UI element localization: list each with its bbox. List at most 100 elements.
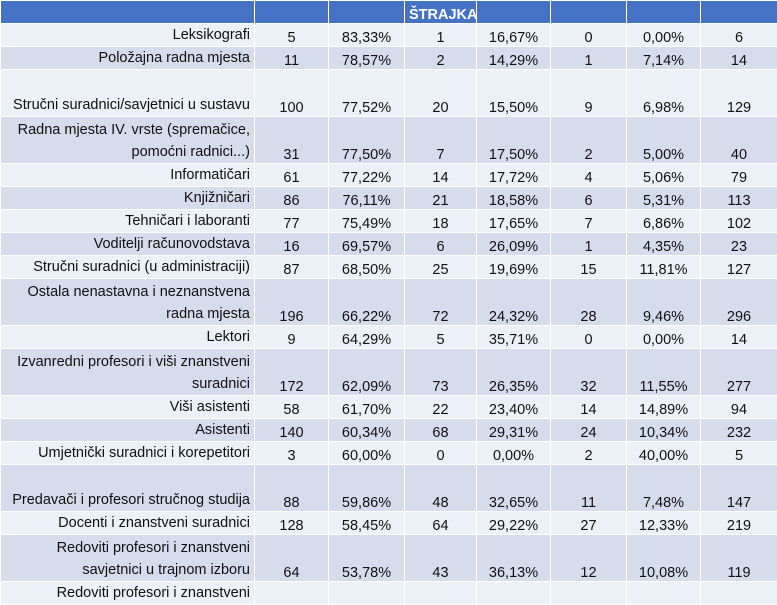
row-label: Radna mjesta IV. vrste (spremačice, pomo… [1, 117, 255, 164]
cell: 5,00% [627, 117, 701, 164]
cell: 76,11% [329, 187, 405, 210]
cell: 17,72% [477, 164, 551, 187]
row-label: Izvanredni profesori i viši znanstveni s… [1, 349, 255, 396]
cell: 32,65% [477, 465, 551, 512]
cell: 28 [551, 279, 627, 326]
cell: 0,00% [627, 326, 701, 349]
table-row: Radna mjesta IV. vrste (spremačice, pomo… [1, 117, 777, 164]
cell: 75,49% [329, 210, 405, 233]
cell: 14,29% [477, 47, 551, 70]
cell: 24 [551, 419, 627, 442]
cell: 119 [701, 535, 777, 582]
cell: 17,65% [477, 210, 551, 233]
cell: 14 [405, 164, 477, 187]
cell: 58 [255, 396, 329, 419]
cell: 9,46% [627, 279, 701, 326]
cell: 72 [405, 279, 477, 326]
cell: 15,50% [477, 70, 551, 117]
cell: 14 [701, 47, 777, 70]
header-row: ŠTRAJKA [1, 1, 777, 24]
cell: 35,71% [477, 326, 551, 349]
cell: 172 [255, 349, 329, 396]
cell: 6,98% [627, 70, 701, 117]
cell: 64 [405, 512, 477, 535]
table-row: Redoviti profesori i znanstveni savjetni… [1, 535, 777, 582]
cell: 77 [255, 210, 329, 233]
cell: 4,35% [627, 233, 701, 256]
cell: 7,14% [627, 47, 701, 70]
cell: 23 [701, 233, 777, 256]
header-cell: ŠTRAJKA [405, 1, 477, 24]
cell: 24,32% [477, 279, 551, 326]
cell: 5 [701, 442, 777, 465]
cell: 22 [405, 396, 477, 419]
cell: 11 [551, 465, 627, 512]
cell: 61 [255, 164, 329, 187]
cell: 23,40% [477, 396, 551, 419]
table-row: Lektori 9 64,29% 5 35,71% 0 0,00% 14 [1, 326, 777, 349]
cell: 58,45% [329, 512, 405, 535]
row-label: Viši asistenti [1, 396, 255, 419]
table-row: Izvanredni profesori i viši znanstveni s… [1, 349, 777, 396]
header-cell [701, 1, 777, 24]
cell: 60,34% [329, 419, 405, 442]
cell: 73 [405, 349, 477, 396]
row-label: Docenti i znanstveni suradnici [1, 512, 255, 535]
row-label: Stručni suradnici (u administraciji) [1, 256, 255, 279]
cell: 77,50% [329, 117, 405, 164]
row-label: Leksikografi [1, 24, 255, 47]
cell: 29,31% [477, 419, 551, 442]
table-row: Stručni suradnici/savjetnici u sustavu 1… [1, 70, 777, 117]
row-label: Informatičari [1, 164, 255, 187]
cell: 5 [405, 326, 477, 349]
cell: 4 [551, 164, 627, 187]
cell: 88 [255, 465, 329, 512]
cell: 14 [551, 396, 627, 419]
cell: 127 [701, 256, 777, 279]
cell: 12,33% [627, 512, 701, 535]
row-label: Ostala nenastavna i neznanstvena radna m… [1, 279, 255, 326]
cell: 7 [551, 210, 627, 233]
cell: 3 [255, 442, 329, 465]
cell [405, 582, 477, 605]
row-label: Redoviti profesori i znanstveni [1, 582, 255, 605]
cell: 1 [551, 47, 627, 70]
row-label: Redoviti profesori i znanstveni savjetni… [1, 535, 255, 582]
row-label: Tehničari i laboranti [1, 210, 255, 233]
cell: 12 [551, 535, 627, 582]
cell: 6,86% [627, 210, 701, 233]
cell: 232 [701, 419, 777, 442]
cell: 87 [255, 256, 329, 279]
cell: 64,29% [329, 326, 405, 349]
cell: 2 [405, 47, 477, 70]
table-row: Leksikografi 5 83,33% 1 16,67% 0 0,00% 6 [1, 24, 777, 47]
header-cell [329, 1, 405, 24]
table-row: Docenti i znanstveni suradnici 128 58,45… [1, 512, 777, 535]
cell: 68,50% [329, 256, 405, 279]
cell: 26,09% [477, 233, 551, 256]
cell: 69,57% [329, 233, 405, 256]
cell: 2 [551, 442, 627, 465]
cell: 5 [255, 24, 329, 47]
cell: 68 [405, 419, 477, 442]
cell: 94 [701, 396, 777, 419]
cell: 196 [255, 279, 329, 326]
cell: 61,70% [329, 396, 405, 419]
row-label: Položajna radna mjesta [1, 47, 255, 70]
cell: 32 [551, 349, 627, 396]
cell: 6 [405, 233, 477, 256]
cell: 0,00% [627, 24, 701, 47]
header-cell [477, 1, 551, 24]
cell: 113 [701, 187, 777, 210]
cell: 77,22% [329, 164, 405, 187]
cell: 10,34% [627, 419, 701, 442]
table-row: Umjetnički suradnici i korepetitori 3 60… [1, 442, 777, 465]
cell [329, 582, 405, 605]
cell: 5,06% [627, 164, 701, 187]
cell: 59,86% [329, 465, 405, 512]
cell: 5,31% [627, 187, 701, 210]
cell: 86 [255, 187, 329, 210]
table-row: Tehničari i laboranti 77 75,49% 18 17,65… [1, 210, 777, 233]
cell: 6 [551, 187, 627, 210]
cell: 2 [551, 117, 627, 164]
